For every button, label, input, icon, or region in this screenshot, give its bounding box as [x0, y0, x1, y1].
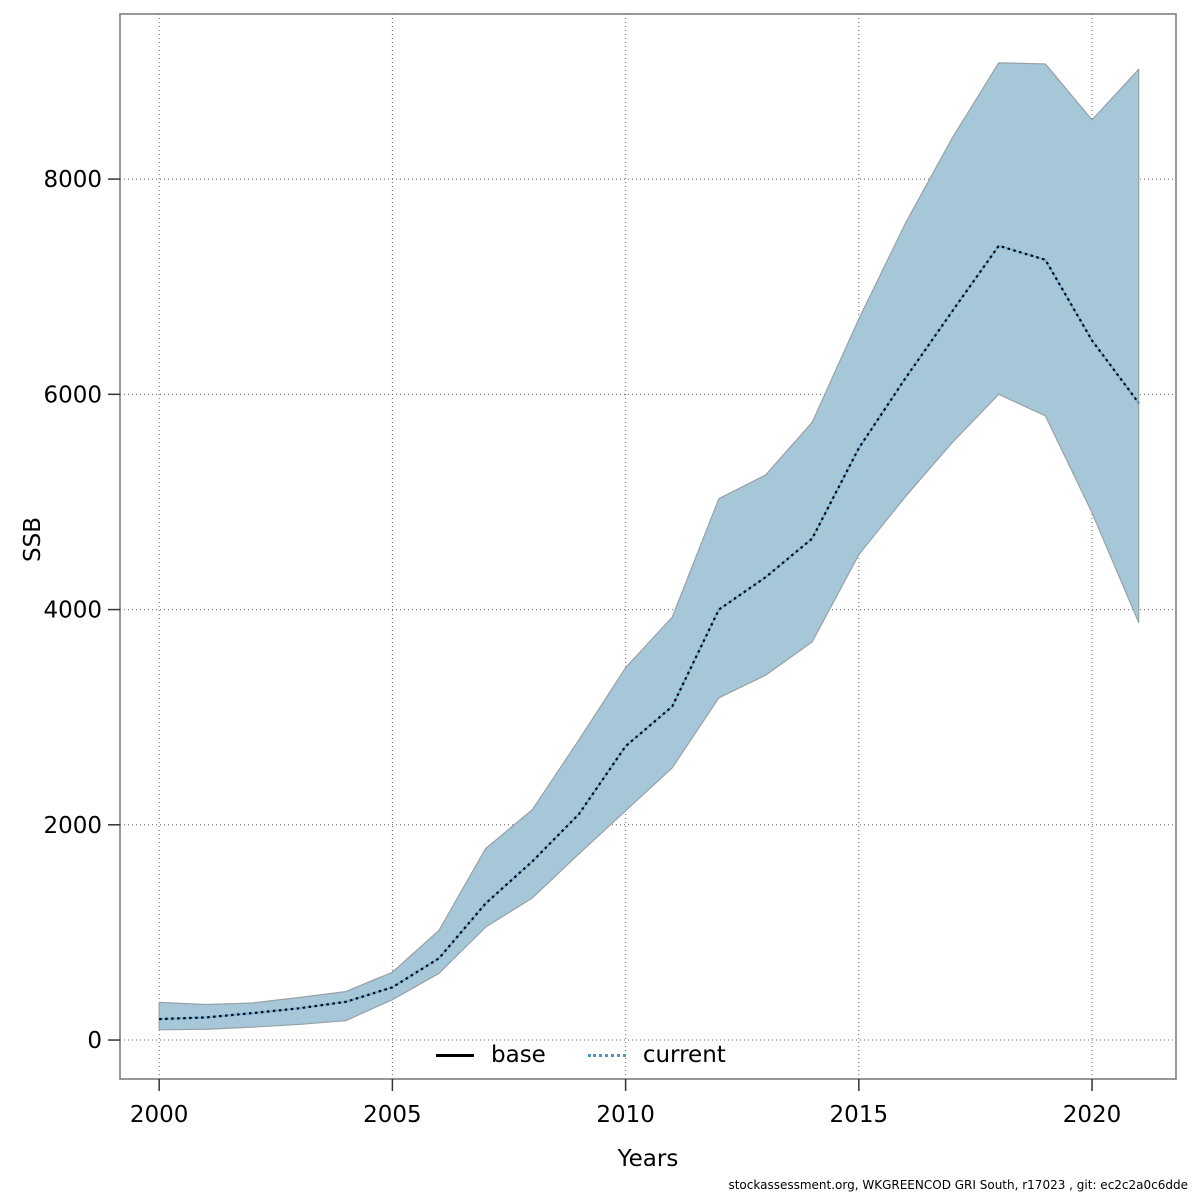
base-line-swatch: [436, 1053, 474, 1057]
y-tick-label: 2000: [43, 813, 102, 839]
x-axis-label: Years: [617, 1146, 679, 1172]
x-tick-label: 2010: [596, 1102, 655, 1128]
legend-item-base: base: [436, 1042, 546, 1068]
legend-label-current: current: [642, 1042, 726, 1068]
y-tick-label: 8000: [43, 167, 102, 193]
current-line: [159, 244, 1140, 1021]
chart-legend: base current: [436, 1042, 726, 1068]
plot-border: [119, 13, 1177, 1080]
legend-label-base: base: [491, 1042, 546, 1068]
y-tick-label: 6000: [43, 382, 102, 408]
confidence-ribbon: [158, 62, 1140, 1031]
x-tick-label: 2005: [363, 1102, 422, 1128]
x-tick-label: 2000: [130, 1102, 189, 1128]
footer-attribution: stockassessment.org, WKGREENCOD GRI Sout…: [728, 1178, 1188, 1192]
current-line-swatch: [587, 1053, 626, 1057]
y-tick-label: 4000: [43, 598, 102, 624]
y-tick-label: 0: [87, 1028, 102, 1054]
y-axis-label: SSB: [20, 517, 46, 563]
legend-item-current: current: [587, 1042, 726, 1068]
x-tick-label: 2020: [1063, 1102, 1122, 1128]
x-tick-label: 2015: [830, 1102, 889, 1128]
